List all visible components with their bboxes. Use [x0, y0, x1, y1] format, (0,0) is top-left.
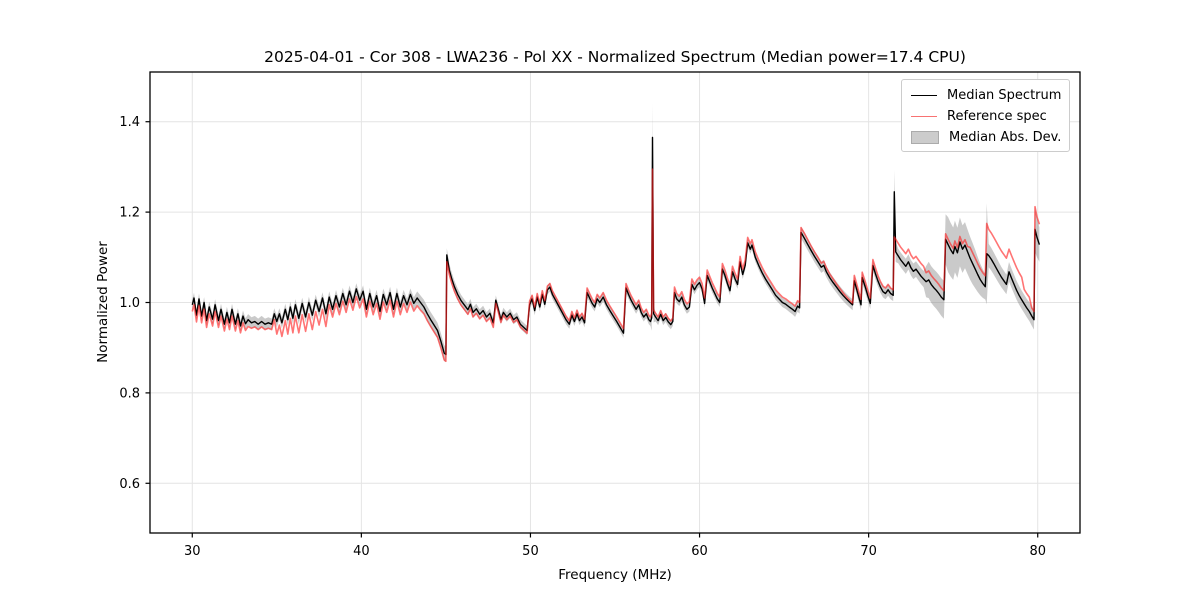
- legend-item-median-spectrum: Median Spectrum: [911, 86, 1062, 104]
- y-tick-label: 0.6: [119, 477, 140, 492]
- x-axis-label: Frequency (MHz): [558, 567, 671, 583]
- legend-label-median-spectrum: Median Spectrum: [947, 87, 1062, 103]
- chart-title: 2025-04-01 - Cor 308 - LWA236 - Pol XX -…: [264, 48, 966, 66]
- legend-item-median-abs-dev: Median Abs. Dev.: [911, 128, 1062, 146]
- mad-patch-swatch-icon: [911, 130, 939, 144]
- y-tick-label: 1.0: [119, 296, 140, 311]
- median-line-swatch-icon: [911, 94, 937, 96]
- legend-item-reference-spec: Reference spec: [911, 107, 1060, 125]
- x-tick-label: 50: [522, 544, 539, 559]
- y-tick-label: 0.8: [119, 386, 140, 401]
- y-axis-label: Normalized Power: [95, 241, 111, 363]
- x-tick-label: 60: [691, 544, 708, 559]
- y-tick-label: 1.4: [119, 115, 140, 130]
- x-tick-label: 70: [860, 544, 877, 559]
- x-tick-label: 30: [184, 544, 201, 559]
- x-tick-label: 80: [1029, 544, 1046, 559]
- legend-label-median-abs-dev: Median Abs. Dev.: [949, 129, 1062, 145]
- legend: Median Spectrum Reference spec Median Ab…: [901, 79, 1070, 152]
- x-tick-label: 40: [353, 544, 370, 559]
- legend-label-reference-spec: Reference spec: [947, 108, 1047, 124]
- reference-spectrum-line: [191, 168, 1041, 363]
- median-spectrum-line: [191, 136, 1041, 356]
- reference-line-swatch-icon: [911, 115, 937, 117]
- y-tick-label: 1.2: [119, 206, 140, 221]
